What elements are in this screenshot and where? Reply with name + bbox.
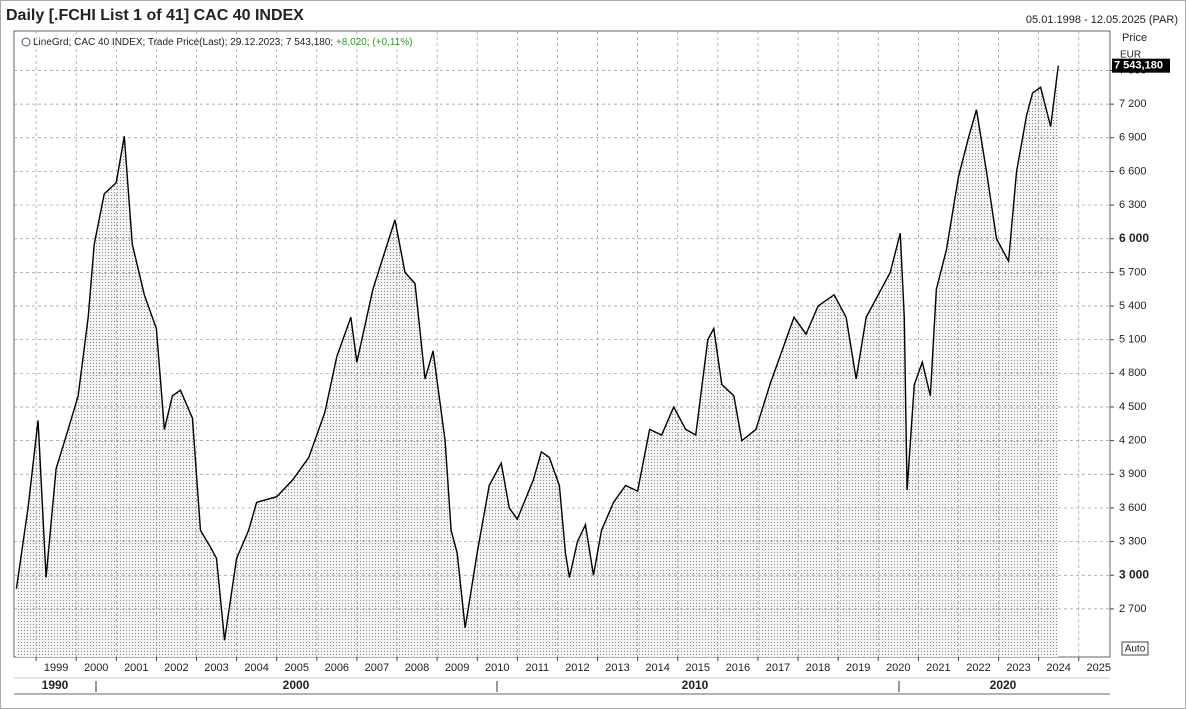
y-tick-label: 4 800	[1119, 367, 1147, 379]
y-tick-label: 6 900	[1119, 132, 1147, 144]
y-tick-label: 5 400	[1119, 300, 1147, 312]
y-tick-label: 5 100	[1119, 334, 1147, 346]
x-tick-label: 2016	[726, 662, 750, 674]
y-tick-label: 3 000	[1119, 567, 1149, 581]
legend-label: LineGrd; CAC 40 INDEX; Trade Price(Last)…	[33, 37, 336, 48]
decade-label: 2010	[682, 678, 709, 692]
x-tick-label: 2007	[365, 662, 389, 674]
x-tick-label: 2008	[405, 662, 429, 674]
x-tick-label: 2017	[766, 662, 790, 674]
x-tick-label: 2019	[846, 662, 870, 674]
auto-label[interactable]: Auto	[1125, 644, 1146, 655]
decade-label: 2020	[990, 678, 1017, 692]
auto-button[interactable]	[1121, 641, 1149, 656]
y-tick-label: 3 900	[1119, 468, 1147, 480]
last-value-label: 7 543,180	[1114, 60, 1163, 72]
x-tick-label: 2024	[1046, 662, 1070, 674]
price-line	[15, 65, 1059, 641]
x-tick-label: 2006	[325, 662, 349, 674]
legend-icon	[21, 37, 31, 47]
x-tick-label: 2025	[1087, 662, 1111, 674]
x-tick-label: 2003	[204, 662, 228, 674]
chart-title: Daily [.FCHI List 1 of 41] CAC 40 INDEX	[6, 7, 304, 24]
y-tick-label: 2 700	[1119, 603, 1147, 615]
x-tick-label: 2011	[526, 662, 550, 674]
x-tick-label: 2020	[886, 662, 910, 674]
y-tick-label: 3 600	[1119, 502, 1147, 514]
x-tick-label: 2004	[244, 662, 268, 674]
legend-text: LineGrd; CAC 40 INDEX; Trade Price(Last)…	[33, 37, 413, 48]
last-value-box	[1112, 58, 1170, 73]
x-tick-label: 2005	[284, 662, 308, 674]
plot	[14, 31, 1110, 658]
x-tick-label: 2022	[966, 662, 990, 674]
x-tick-label: 2021	[926, 662, 950, 674]
y-tick-label: 4 200	[1119, 435, 1147, 447]
date-range: 05.01.1998 - 12.05.2025 (PAR)	[1026, 14, 1178, 26]
x-tick-label: 2012	[565, 662, 589, 674]
legend-change: +8,020; (+0,11%)	[336, 37, 413, 48]
y-axis-title: Price	[1122, 32, 1147, 44]
y-tick-label: 7 200	[1119, 98, 1147, 110]
x-tick-label: 2014	[645, 662, 669, 674]
x-tick-label: 2000	[84, 662, 108, 674]
x-tick-label: 2002	[164, 662, 188, 674]
x-tick-label: 2013	[605, 662, 629, 674]
y-tick-label: 6 000	[1119, 231, 1149, 245]
x-tick-label: 1999	[44, 662, 68, 674]
x-tick-label: 2023	[1006, 662, 1030, 674]
y-tick-label: 3 300	[1119, 535, 1147, 547]
x-tick-label: 2001	[124, 662, 148, 674]
x-tick-label: 2010	[485, 662, 509, 674]
x-tick-label: 2018	[806, 662, 830, 674]
x-tick-label: 2009	[445, 662, 469, 674]
area-fill	[16, 65, 1059, 658]
y-tick-label: 6 300	[1119, 199, 1147, 211]
y-tick-label: 6 600	[1119, 165, 1147, 177]
x-tick-label: 2015	[686, 662, 710, 674]
decade-label: 1990	[42, 678, 69, 692]
decade-label: 2000	[283, 678, 310, 692]
y-axis-unit: EUR	[1120, 50, 1141, 61]
y-tick-label: 5 700	[1119, 266, 1147, 278]
y-tick-label: 4 500	[1119, 401, 1147, 413]
